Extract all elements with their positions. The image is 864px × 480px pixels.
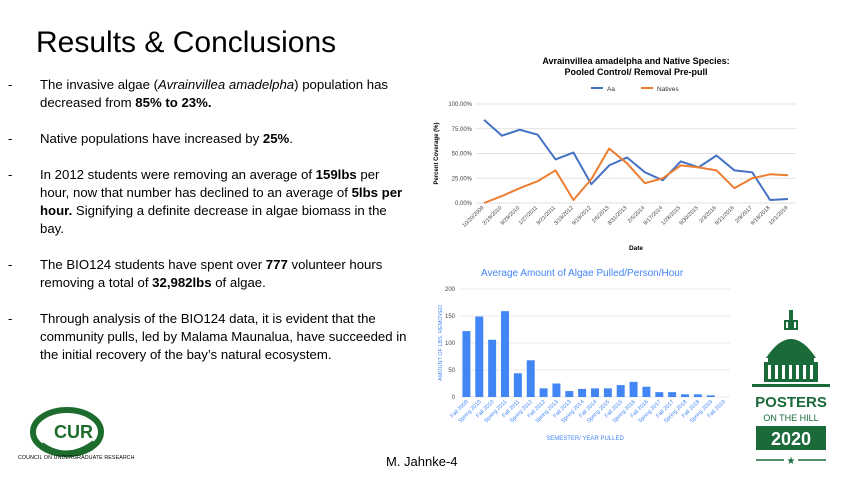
bar bbox=[629, 381, 638, 397]
bar bbox=[565, 391, 574, 397]
y-tick-label: 200 bbox=[445, 287, 456, 293]
x-tick-label: 8/31/2013 bbox=[607, 205, 629, 227]
bar bbox=[488, 339, 497, 397]
legend-label: Natives bbox=[657, 86, 679, 93]
cur-logo-text: COUNCIL ON UNDERGRADUATE RESEARCH bbox=[18, 455, 135, 461]
series-line-natives bbox=[483, 147, 789, 204]
legend-label: Aa bbox=[607, 86, 615, 93]
y-tick-label: 0.00% bbox=[455, 201, 473, 207]
x-tick-label: 10/20/2009 bbox=[462, 205, 486, 229]
y-tick-label: 25.00% bbox=[452, 176, 473, 182]
bar bbox=[591, 388, 599, 397]
list-item: - The invasive algae (Avrainvillea amade… bbox=[8, 77, 389, 110]
svg-text:★: ★ bbox=[787, 456, 796, 467]
bar bbox=[578, 388, 587, 397]
y-tick-label: 100 bbox=[445, 341, 456, 347]
bar-chart: Average Amount of Algae Pulled/Person/Ho… bbox=[438, 268, 730, 442]
svg-text:CUR: CUR bbox=[54, 422, 93, 442]
x-axis-title: Date bbox=[629, 245, 643, 252]
list-item: - Through analysis of the BIO124 data, i… bbox=[8, 311, 407, 362]
y-tick-label: 100.00% bbox=[448, 102, 472, 108]
bar bbox=[501, 311, 509, 397]
posters-on-the-hill-logo: POSTERS ON THE HILL 2020 ★ bbox=[752, 310, 830, 467]
results-list: - The invasive algae (Avrainvillea amade… bbox=[8, 76, 408, 382]
list-item: - The BIO124 students have spent over 77… bbox=[8, 257, 383, 290]
bar bbox=[462, 331, 471, 397]
bar bbox=[706, 395, 715, 397]
bar bbox=[526, 360, 535, 397]
list-item: - Native populations have increased by 2… bbox=[8, 131, 293, 146]
svg-text:ON THE HILL: ON THE HILL bbox=[763, 413, 818, 423]
bar bbox=[642, 386, 651, 397]
chart-title: Avrainvillea amadelpha and Native Specie… bbox=[542, 56, 729, 66]
x-tick-label: 9/30/2015 bbox=[678, 205, 700, 227]
bar bbox=[603, 388, 612, 397]
x-tick-label: 9/19/2012 bbox=[571, 205, 593, 227]
y-axis-title: AMOUNT OF LBS. REMOVED bbox=[438, 305, 444, 381]
x-tick-label: 9/21/2016 bbox=[714, 205, 736, 227]
bar bbox=[539, 388, 548, 397]
bar bbox=[616, 385, 625, 397]
y-axis-title: Percent Coverage (%) bbox=[434, 122, 440, 184]
y-tick-label: 75.00% bbox=[452, 127, 473, 133]
bar bbox=[681, 394, 689, 397]
svg-text:POSTERS: POSTERS bbox=[755, 394, 827, 411]
x-tick-label: 10/1/2019 bbox=[768, 205, 790, 227]
bar bbox=[693, 394, 702, 397]
svg-text:™: ™ bbox=[94, 420, 99, 426]
page-title: Results & Conclusions bbox=[36, 26, 337, 59]
bar bbox=[475, 316, 484, 397]
y-tick-label: 50.00% bbox=[452, 152, 473, 158]
y-tick-label: 0 bbox=[452, 395, 456, 401]
cur-logo: CUR ™ bbox=[30, 407, 104, 457]
chart-title: Pooled Control/ Removal Pre-pull bbox=[564, 67, 707, 77]
y-tick-label: 50 bbox=[448, 368, 455, 374]
chart-title: Average Amount of Algae Pulled/Person/Ho… bbox=[481, 268, 684, 279]
x-axis-title: SEMESTER/ YEAR PULLED bbox=[546, 436, 624, 442]
series-line-aa bbox=[483, 119, 789, 202]
bar bbox=[668, 392, 677, 397]
bar bbox=[513, 373, 522, 397]
author-label: M. Jahnke-4 bbox=[386, 454, 458, 469]
bar bbox=[552, 383, 561, 397]
svg-text:2020: 2020 bbox=[771, 429, 811, 449]
y-tick-label: 150 bbox=[445, 314, 456, 320]
bar bbox=[655, 392, 664, 397]
line-chart: Avrainvillea amadelpha and Native Specie… bbox=[434, 56, 796, 252]
list-item: - In 2012 students were removing an aver… bbox=[8, 167, 403, 236]
